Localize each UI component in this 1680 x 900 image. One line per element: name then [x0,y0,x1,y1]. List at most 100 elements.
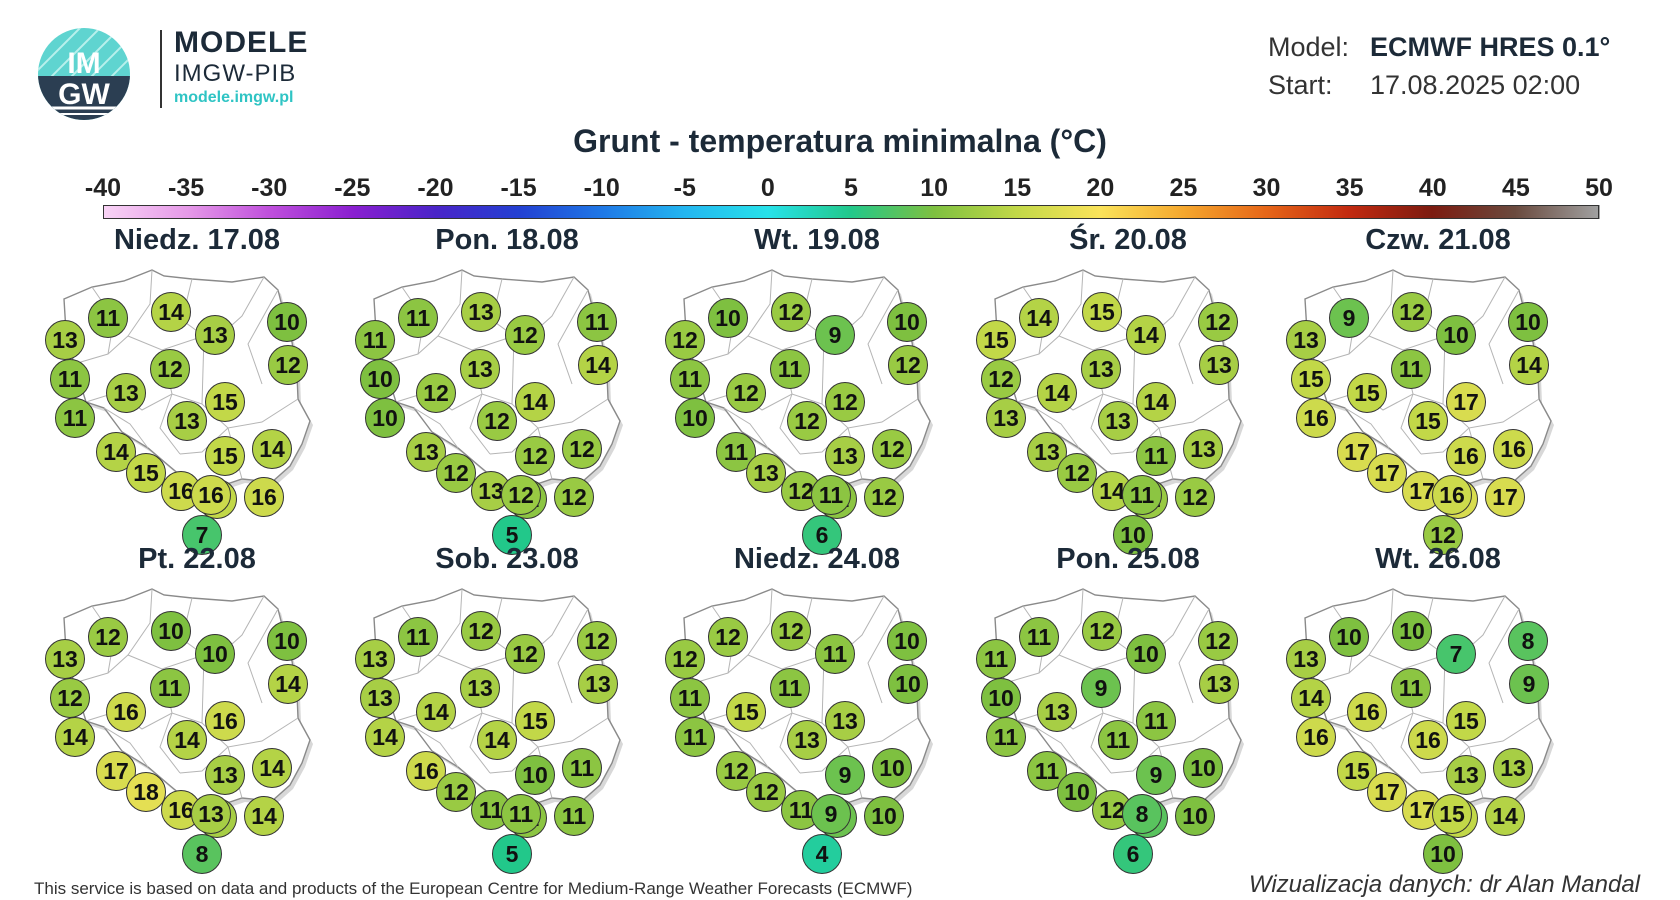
temperature-bubble: 10 [267,621,307,661]
temperature-bubble: 13 [1286,639,1326,679]
temperature-bubble: 11 [976,639,1016,679]
temperature-bubble: 13 [986,398,1026,438]
temperature-bubble: 12 [554,477,594,517]
region-border [127,588,153,656]
temperature-bubble: 11 [1391,349,1431,389]
temperature-bubble: 11 [670,359,710,399]
scale-tick-label: -20 [417,174,454,202]
temperature-bubble: 13 [787,720,827,760]
temperature-bubble: 9 [1081,668,1121,708]
temperature-bubble: 13 [825,436,865,476]
region-border [247,289,279,385]
temperature-bubble: 11 [1098,720,1138,760]
temperature-bubble: 10 [675,398,715,438]
panel-date: Śr. 20.08 [1069,224,1187,256]
temperature-bubble: 10 [1392,611,1432,651]
temperature-bubble: 13 [191,794,231,834]
temperature-bubble: 13 [746,453,786,493]
temperature-bubble: 13 [355,639,395,679]
temperature-bubble: 15 [515,701,555,741]
scale-tick-label: 35 [1335,174,1364,202]
region-border [867,289,899,385]
temperature-bubble: 11 [1136,701,1176,741]
scale-tick-label: 30 [1252,174,1281,202]
temperature-bubble: 4 [802,834,842,874]
temperature-bubble: 15 [1082,292,1122,332]
temperature-bubble: 13 [461,292,501,332]
temperature-bubble: 9 [825,755,865,795]
scale-tick-label: 20 [1086,174,1115,202]
temperature-bubble: 13 [825,701,865,741]
region-border [103,407,149,449]
temperature-bubble: 12 [515,436,555,476]
temperature-bubble: 16 [205,701,245,741]
region-border [1344,407,1390,449]
region-border [1344,726,1390,768]
temperature-bubble: 16 [1408,720,1448,760]
temperature-bubble: 16 [1493,429,1533,469]
temperature-bubble: 13 [1098,401,1138,441]
temperature-bubble: 12 [461,611,501,651]
color-scale-bar [103,205,1599,219]
scale-tick-label: 25 [1169,174,1198,202]
model-value: ECMWF HRES 0.1° [1370,32,1611,62]
scale-tick-label: 0 [760,174,775,202]
temperature-bubble: 14 [1509,345,1549,385]
temperature-bubble: 14 [1019,298,1059,338]
forecast-panel: Śr. 20.08 15 14 15 14 12 12 13 13 13 14 14 13 13 11 13 1… [976,224,1273,555]
temperature-bubble: 12 [665,320,705,360]
temperature-bubble: 10 [267,302,307,342]
temperature-bubble: 14 [1126,315,1166,355]
forecast-panel: Pon. 25.08 11 11 12 10 12 10 9 13 11 13 11 11 11 9 10 10… [976,543,1273,874]
temperature-bubble: 16 [1347,692,1387,732]
panel-date: Niedz. 24.08 [733,543,901,575]
forecast-panel: Wt. 26.08 13 10 10 7 8 14 11 9 16 16 15 16 15 13 13 17 17… [1286,543,1583,874]
temperature-bubble: 12 [505,315,545,355]
temperature-bubble: 10 [887,302,927,342]
region-border [1488,608,1520,704]
forecast-panel: Wt. 19.08 12 10 12 9 10 11 11 12 10 12 12 12 11 13 12 13… [665,224,962,555]
temperature-bubble: 17 [96,751,136,791]
temperature-bubble: 13 [1286,320,1326,360]
imgw-logo: IM GW [34,24,134,124]
temperature-bubble: 14 [365,717,405,757]
panel-date: Wt. 26.08 [1375,543,1501,575]
logo-text-bottom: GW [58,78,110,111]
temperature-bubble: 12 [505,634,545,674]
temperature-bubble: 12 [436,772,476,812]
region-border [437,269,463,337]
temperature-bubble: 6 [802,515,842,555]
temperature-bubble: 13 [360,678,400,718]
panel-date: Wt. 19.08 [754,224,880,256]
temperature-bubble: 18 [126,772,166,812]
forecast-panel: Pon. 18.08 11 11 13 12 11 10 13 14 10 12 14 12 13 12 12… [355,224,652,555]
temperature-bubble: 10 [1329,617,1369,657]
region-border [1368,588,1394,656]
temperature-bubble: 17 [1485,477,1525,517]
temperature-bubble: 13 [205,755,245,795]
temperature-bubble: 11 [1391,668,1431,708]
model-label: Model: [1268,32,1350,62]
temperature-bubble: 17 [1446,382,1486,422]
brand-divider [160,30,162,108]
temperature-bubble: 14 [55,717,95,757]
temperature-bubble: 13 [1493,748,1533,788]
temperature-bubble: 13 [460,668,500,708]
temperature-bubble: 13 [460,349,500,389]
temperature-bubble: 15 [1446,701,1486,741]
temperature-bubble: 12 [1175,477,1215,517]
temperature-bubble: 15 [1408,401,1448,441]
region-border [747,269,773,337]
temperature-bubble: 10 [872,748,912,788]
temperature-bubble: 11 [670,678,710,718]
temperature-bubble: 12 [864,477,904,517]
temperature-bubble: 14 [1291,678,1331,718]
scale-tick-label: -5 [673,174,696,202]
temperature-bubble: 11 [88,298,128,338]
temperature-bubble: 11 [815,634,855,674]
temperature-bubble: 16 [244,477,284,517]
temperature-bubble: 11 [1122,475,1162,515]
brand-url-link[interactable]: modele.imgw.pl [174,89,294,106]
temperature-bubble: 15 [1432,794,1472,834]
temperature-bubble: 12 [268,345,308,385]
